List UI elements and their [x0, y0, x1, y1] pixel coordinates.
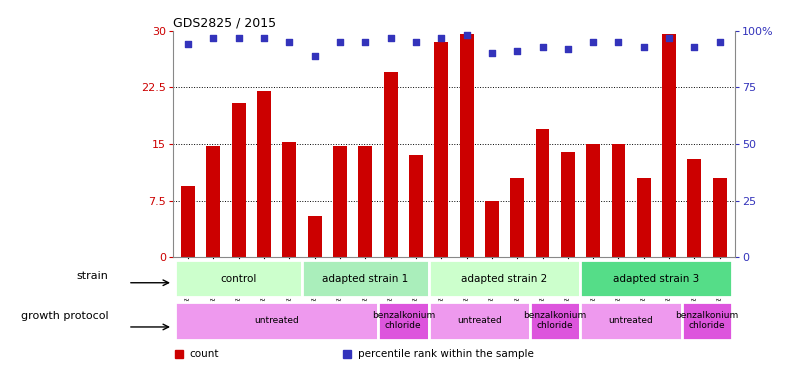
Bar [428, 302, 530, 339]
Text: count: count [189, 349, 219, 359]
Point [208, 35, 220, 41]
Bar [530, 302, 581, 339]
Point [663, 35, 675, 41]
Text: percentile rank within the sample: percentile rank within the sample [358, 349, 534, 359]
Point [461, 32, 473, 38]
Bar [378, 302, 428, 339]
Bar [535, 129, 549, 258]
Point [182, 41, 194, 47]
Text: benzalkonium
chloride: benzalkonium chloride [523, 311, 587, 330]
Text: adapted strain 3: adapted strain 3 [613, 273, 700, 283]
Bar [435, 42, 448, 258]
Point [637, 43, 650, 50]
Bar [460, 35, 473, 258]
Text: growth protocol: growth protocol [20, 311, 108, 321]
Bar [637, 178, 651, 258]
Point [536, 43, 549, 50]
Bar [428, 260, 581, 298]
Bar [232, 103, 246, 258]
Point [561, 46, 574, 52]
Point [714, 39, 726, 45]
Bar [612, 144, 626, 258]
Bar [581, 260, 733, 298]
Bar [308, 216, 321, 258]
Bar [384, 72, 398, 258]
Point [359, 39, 372, 45]
Bar [586, 144, 600, 258]
Text: benzalkonium
chloride: benzalkonium chloride [372, 311, 435, 330]
Bar [358, 146, 373, 258]
Point [410, 39, 422, 45]
Text: GDS2825 / 2015: GDS2825 / 2015 [173, 17, 276, 30]
Bar [333, 146, 347, 258]
Bar [175, 260, 302, 298]
Text: strain: strain [76, 271, 108, 281]
Bar [561, 152, 575, 258]
Bar [257, 91, 271, 258]
Text: adapted strain 1: adapted strain 1 [322, 273, 409, 283]
Bar [207, 146, 220, 258]
Text: benzalkonium
chloride: benzalkonium chloride [675, 311, 739, 330]
Text: adapted strain 2: adapted strain 2 [461, 273, 548, 283]
Point [258, 35, 270, 41]
Bar [510, 178, 524, 258]
Bar [713, 178, 727, 258]
Bar [282, 142, 296, 258]
Bar [688, 159, 701, 258]
Text: untreated: untreated [608, 316, 653, 325]
Text: untreated: untreated [457, 316, 501, 325]
Bar [681, 302, 733, 339]
Point [283, 39, 296, 45]
Point [688, 43, 700, 50]
Point [486, 50, 498, 56]
Text: control: control [221, 273, 257, 283]
Text: untreated: untreated [255, 316, 299, 325]
Point [233, 35, 245, 41]
Point [612, 39, 625, 45]
Bar [302, 260, 428, 298]
Point [587, 39, 600, 45]
Bar [175, 302, 378, 339]
Point [511, 48, 523, 54]
Bar [181, 186, 195, 258]
Point [308, 53, 321, 59]
Point [384, 35, 397, 41]
Point [334, 39, 347, 45]
Bar [662, 35, 676, 258]
Bar [409, 156, 423, 258]
Point [435, 35, 447, 41]
Bar [581, 302, 681, 339]
Bar [485, 201, 499, 258]
